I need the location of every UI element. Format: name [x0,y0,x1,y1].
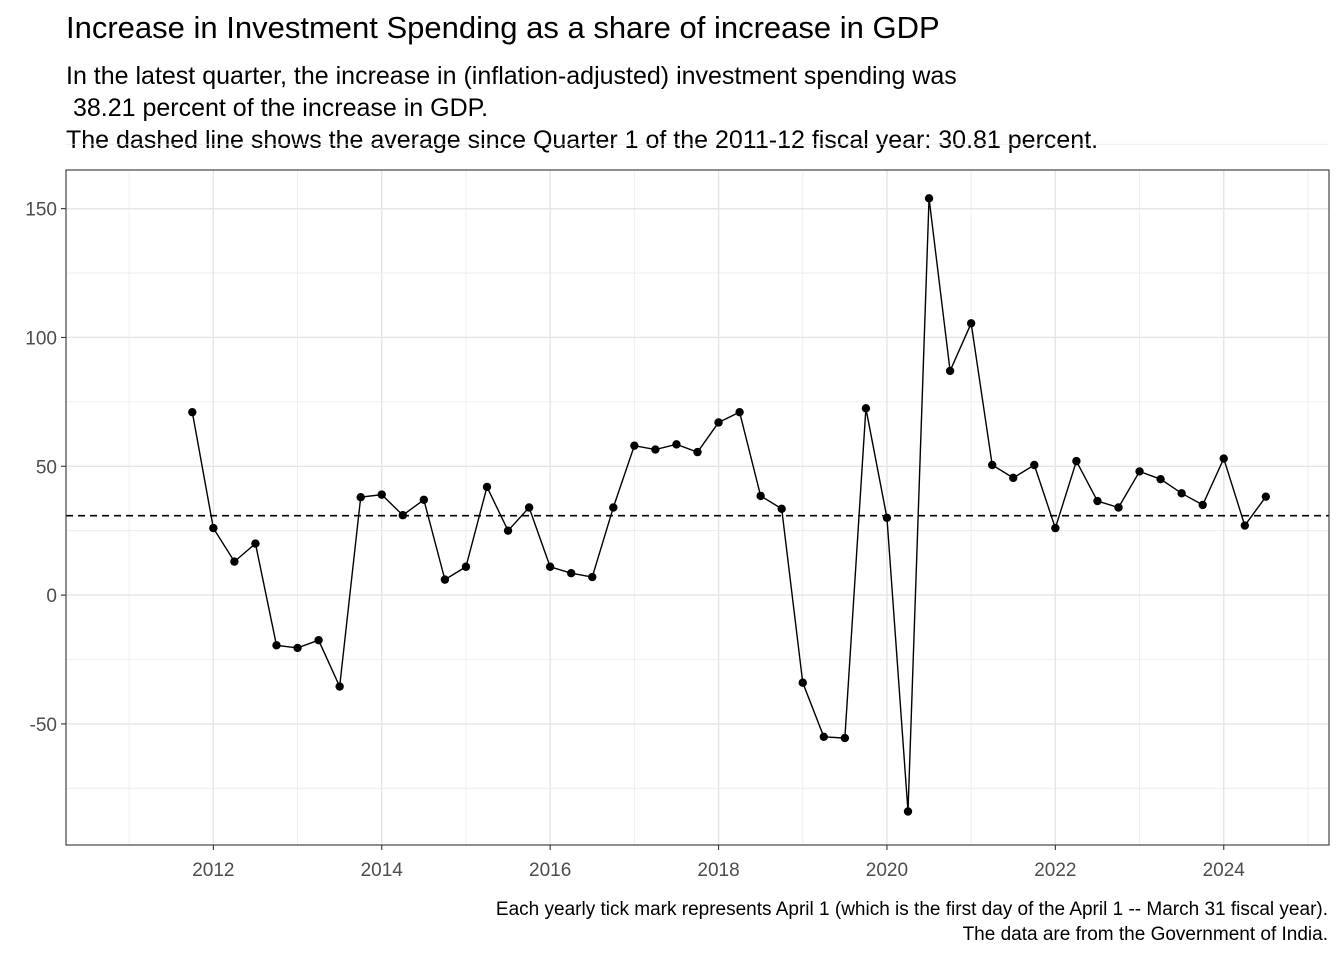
data-point [1009,473,1018,483]
data-point [1156,474,1165,484]
data-point [1030,460,1039,470]
data-point [356,492,365,502]
x-tick-label: 2016 [529,860,571,881]
data-point [377,490,386,499]
data-point [966,319,976,328]
data-point [840,733,850,743]
data-point [1198,500,1207,510]
data-point [440,575,450,584]
data-point [882,513,892,523]
data-point [524,503,534,512]
y-tick-label: 100 [25,328,57,349]
data-point [756,491,765,501]
data-point [1219,454,1228,463]
data-point [272,641,281,650]
data-point [1177,489,1186,498]
data-point [735,407,744,417]
subtitle-line: The dashed line shows the average since … [66,126,1099,154]
axes: 2012 2014 2016 2018 2020 2022 2024 -50 0 50 100 150 [25,200,1245,881]
x-tick-label: 2018 [697,860,739,881]
x-tick-label: 2024 [1203,860,1246,881]
data-point [777,504,786,513]
chart-caption: Each yearly tick mark represents April 1… [496,897,1328,947]
data-point [798,678,807,687]
data-point [251,539,260,548]
data-point [482,482,492,492]
grid [66,143,1329,845]
data-point [503,526,513,535]
panel-border [65,169,1330,846]
caption-line: The data are from the Government of Indi… [962,924,1328,945]
data-point [209,523,218,533]
data-point [819,732,828,741]
data-point [314,635,323,645]
data-point [1261,492,1271,501]
chart-subtitle: In the latest quarter, the increase in (… [66,60,1098,156]
data-point [609,503,618,512]
y-tick-label: 150 [25,200,57,221]
data-point [714,418,723,427]
data-point [924,194,934,203]
data-point [230,557,239,566]
caption-line: Each yearly tick mark represents April 1… [495,899,1328,920]
x-tick-label: 2022 [1034,860,1076,881]
data-point [398,511,407,520]
data-point [1240,521,1250,530]
data-point [293,643,302,653]
data-point [567,568,576,578]
data-point [1051,523,1060,533]
series-line [191,198,1267,812]
data-point [903,807,913,816]
data-point [1072,456,1081,466]
subtitle-line: In the latest quarter, the increase in (… [66,62,957,90]
data-point [419,495,429,504]
data-point [1135,467,1144,476]
y-tick-label: 50 [36,457,57,478]
data-point [1093,496,1102,506]
data-point [461,562,471,571]
data-point [588,572,597,582]
data-point [861,404,871,413]
series-polyline [191,198,1267,812]
data-point [988,460,997,470]
chart-title: Increase in Investment Spending as a sha… [66,10,940,45]
data-point [1114,503,1123,512]
data-point [545,562,555,571]
data-point [630,441,639,450]
x-tick-label: 2014 [361,860,404,881]
data-point [672,440,681,449]
data-point [945,366,955,376]
data-point [188,407,197,417]
data-point [335,682,344,691]
data-point [651,445,660,454]
x-tick-label: 2012 [192,860,234,881]
y-tick-label: 0 [46,586,57,607]
data-points [188,194,1271,816]
x-tick-label: 2020 [866,860,908,881]
subtitle-line: 38.21 percent of the increase in GDP. [66,94,489,122]
y-tick-label: -50 [30,715,57,736]
data-point [693,447,702,457]
